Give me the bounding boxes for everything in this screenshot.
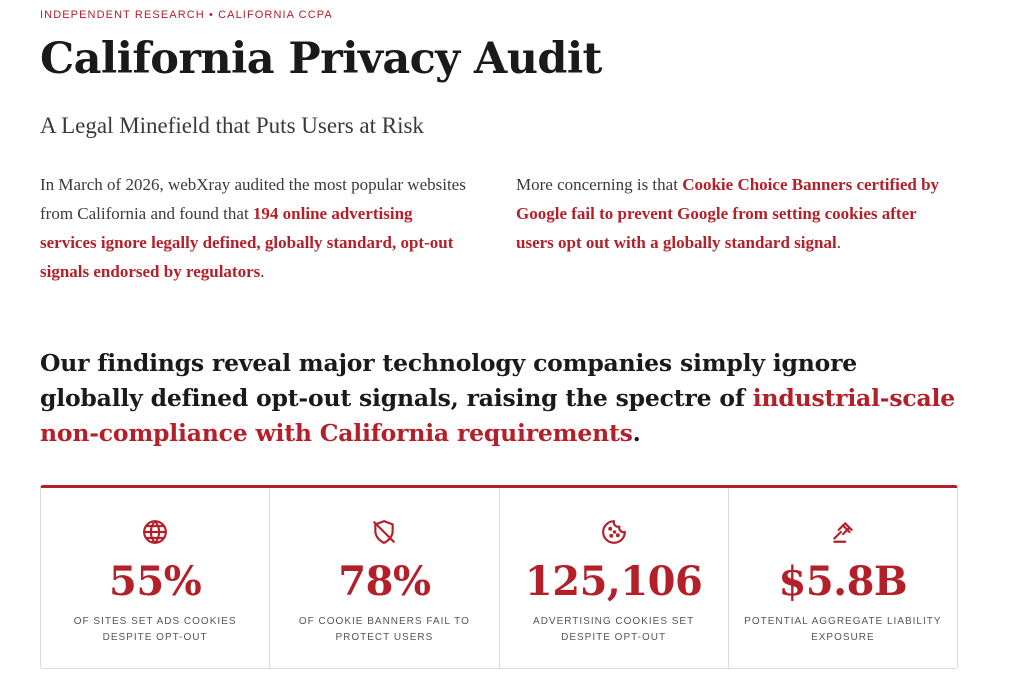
stats-panel: 55% OF SITES SET ADS COOKIES DESPITE OPT…: [40, 485, 958, 669]
shield-off-icon: [370, 518, 398, 546]
stat-card-cookies: 125,106 ADVERTISING COOKIES SET DESPITE …: [500, 488, 729, 668]
intro-right-end: .: [836, 233, 841, 252]
stat-card-liability: $5.8B POTENTIAL AGGREGATE LIABILITY EXPO…: [729, 488, 957, 668]
findings-end: .: [632, 419, 641, 447]
intro-right-text: More concerning is that: [516, 175, 683, 194]
stat-value: $5.8B: [778, 558, 908, 605]
page-subtitle: A Legal Minefield that Puts Users at Ris…: [40, 113, 424, 138]
intro-left-end: .: [260, 262, 265, 281]
stat-label: POTENTIAL AGGREGATE LIABILITY EXPOSURE: [744, 616, 942, 643]
stat-value: 55%: [109, 558, 202, 605]
intro-right-paragraph: More concerning is that Cookie Choice Ba…: [516, 170, 946, 257]
cookie-icon: [600, 518, 628, 546]
intro-left-highlight: 194 online advertising services ignore l…: [40, 204, 454, 281]
findings-highlight: industrial-scale non-compliance with Cal…: [40, 384, 955, 447]
stat-card-banners: 78% OF COOKIE BANNERS FAIL TO PROTECT US…: [270, 488, 500, 668]
intro-right-highlight: Cookie Choice Banners certified by Googl…: [516, 175, 940, 252]
page-title: California Privacy Audit: [40, 34, 602, 84]
findings-text: Our findings reveal major technology com…: [40, 349, 858, 412]
intro-left-paragraph: In March of 2026, webXray audited the mo…: [40, 170, 470, 286]
stat-label: OF SITES SET ADS COOKIES DESPITE OPT-OUT: [73, 616, 237, 643]
eyebrow-label: INDEPENDENT RESEARCH • CALIFORNIA CCPA: [40, 9, 333, 21]
stat-label: OF COOKIE BANNERS FAIL TO PROTECT USERS: [298, 616, 470, 643]
globe-icon: [141, 518, 169, 546]
findings-statement: Our findings reveal major technology com…: [40, 346, 960, 451]
stat-value: 78%: [338, 558, 431, 605]
stat-value: 125,106: [524, 558, 703, 605]
gavel-icon: [829, 518, 857, 546]
stat-card-sites: 55% OF SITES SET ADS COOKIES DESPITE OPT…: [41, 488, 271, 668]
stat-label: ADVERTISING COOKIES SET DESPITE OPT-OUT: [533, 616, 695, 643]
intro-left-text: In March of 2026, webXray audited the mo…: [40, 175, 466, 223]
